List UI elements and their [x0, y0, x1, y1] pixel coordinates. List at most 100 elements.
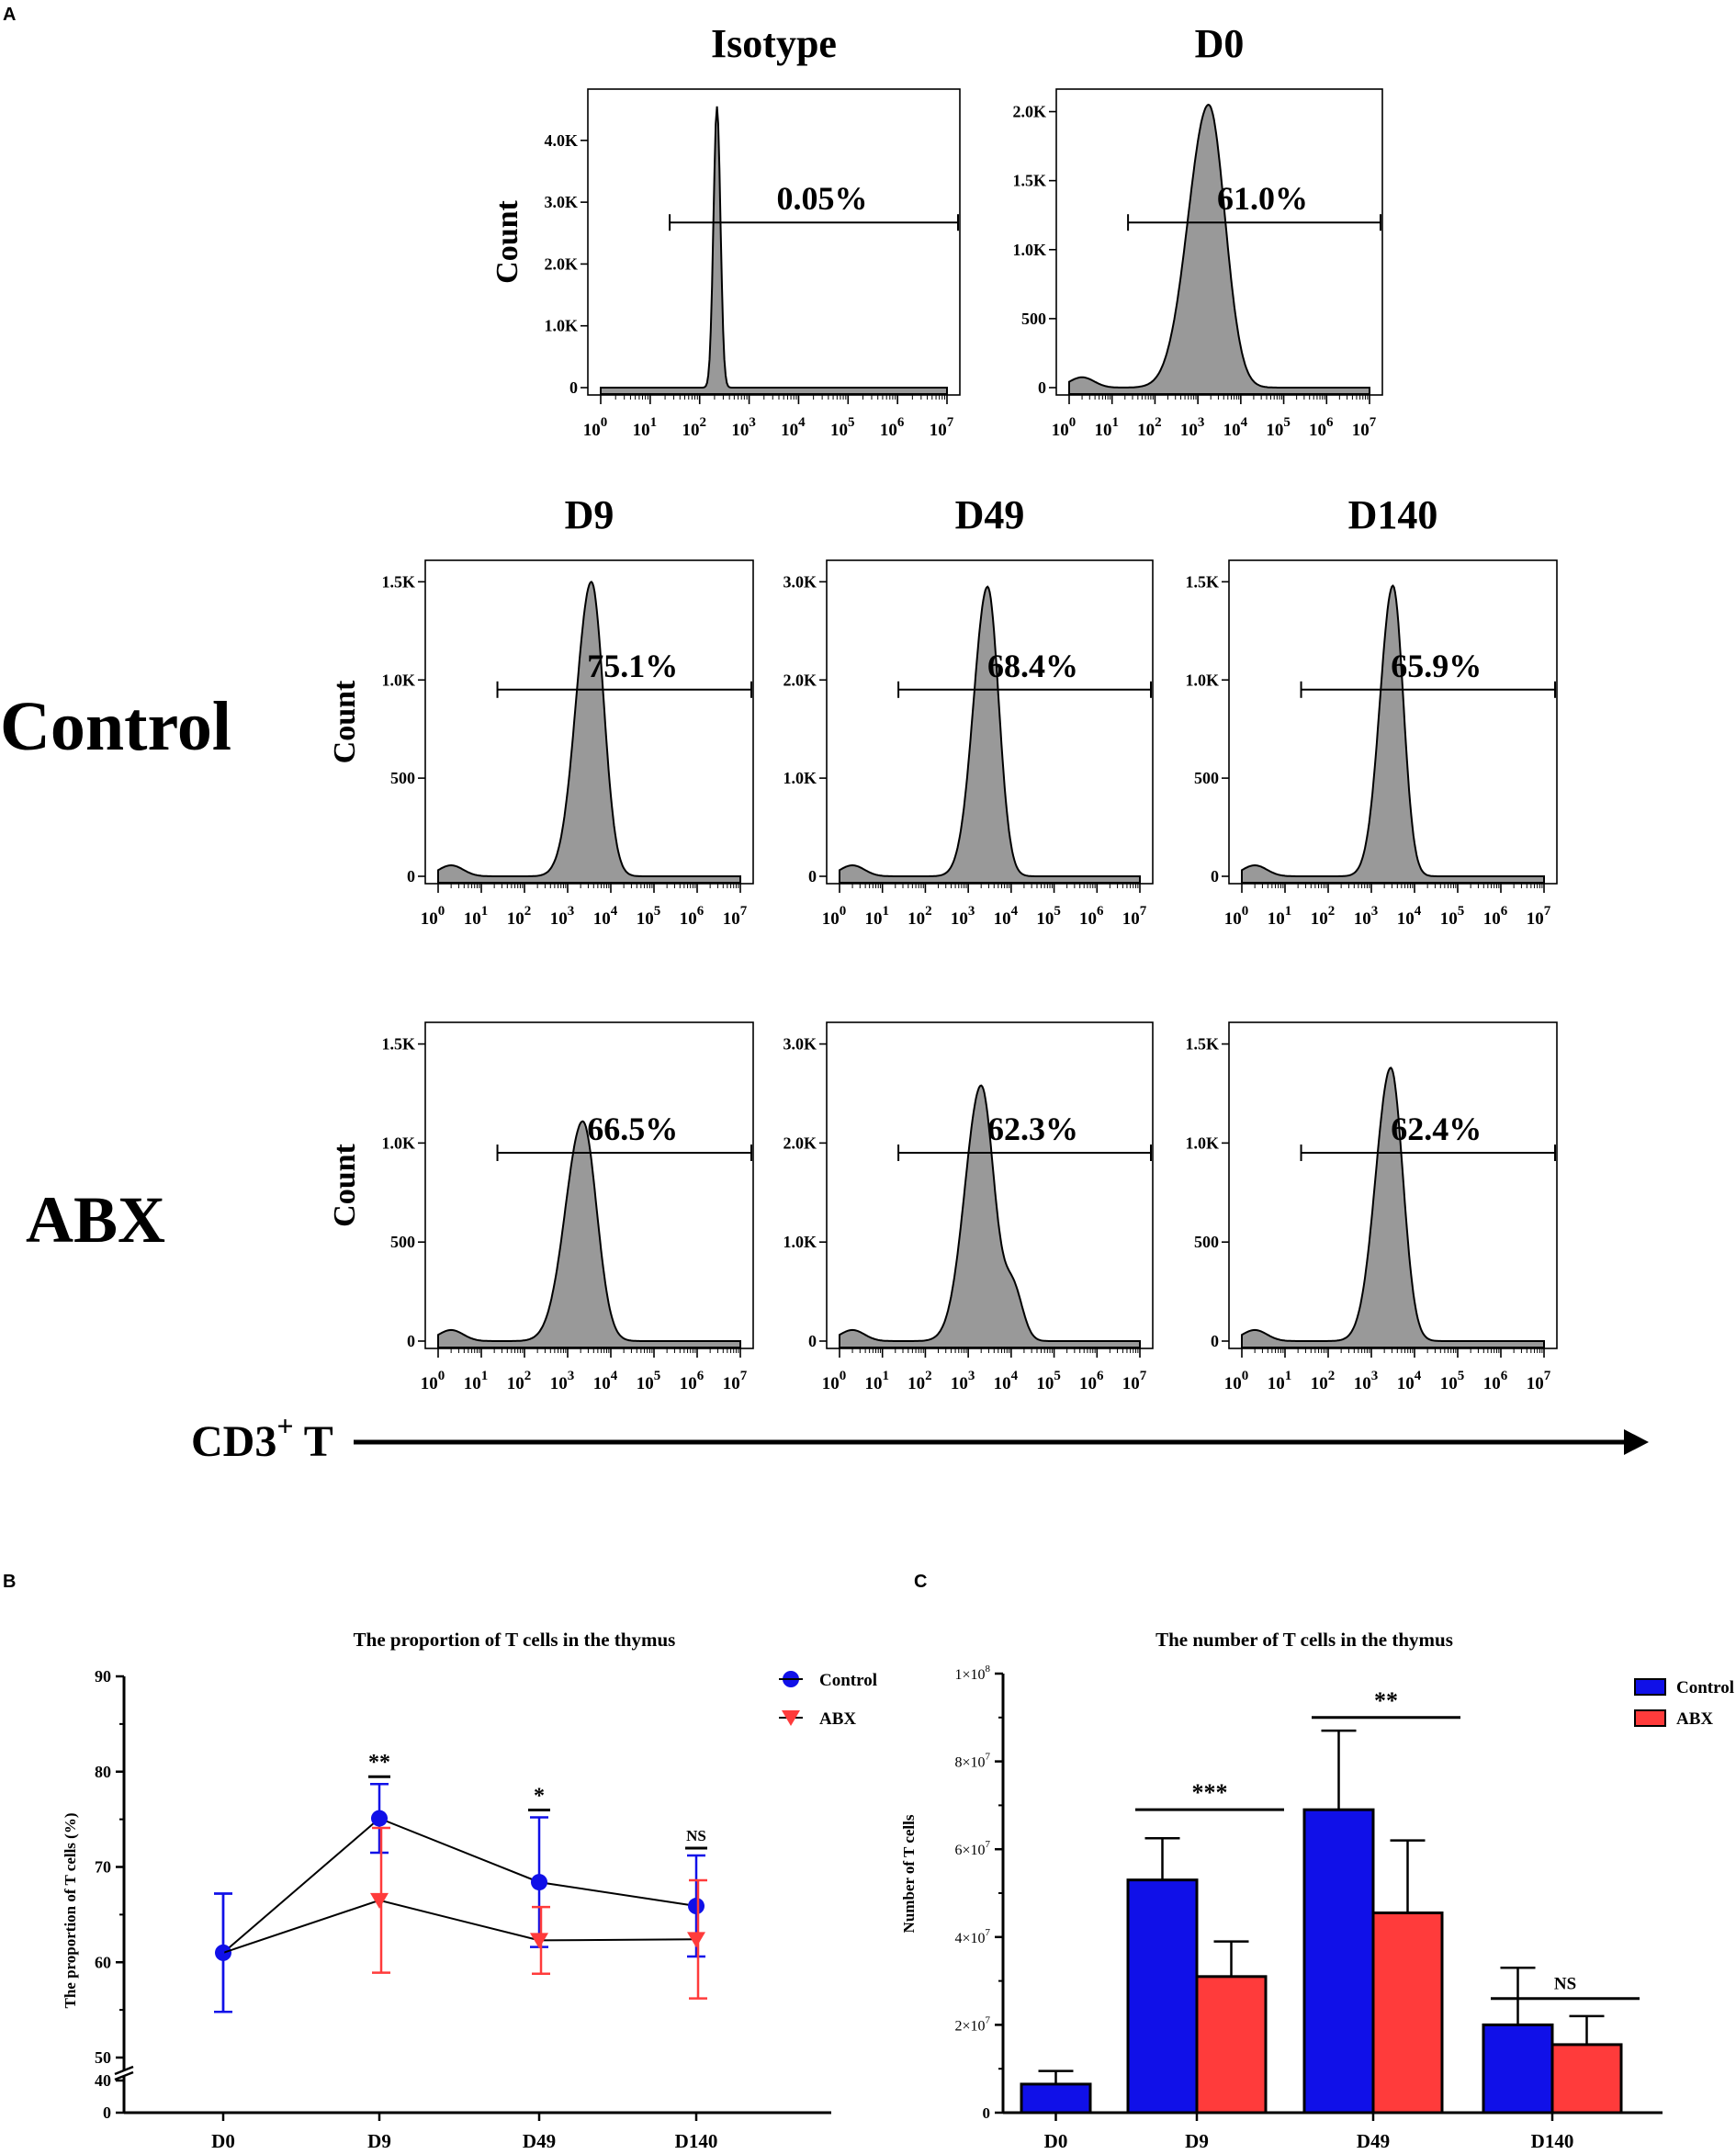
- bar-xtick-label: D9: [1185, 2130, 1209, 2152]
- histogram-xtick-label: 101: [1268, 1369, 1292, 1393]
- line-ytick-label: 0: [103, 2103, 111, 2122]
- histogram-ytick-label: 0: [407, 867, 415, 885]
- xtick-exponent: 3: [968, 904, 975, 919]
- histogram-xtick-label: 102: [907, 1369, 932, 1393]
- ytick-exponent: 8: [986, 1663, 991, 1675]
- histogram-xtick-label: 103: [550, 904, 575, 929]
- xtick-base: 10: [1223, 421, 1241, 440]
- xtick-base: 10: [507, 909, 524, 929]
- xtick-exponent: 2: [1328, 904, 1336, 919]
- xtick-base: 10: [593, 909, 611, 929]
- histogram-curve: [1241, 584, 1545, 884]
- histogram-xtick-label: 106: [1483, 904, 1508, 929]
- series-line-abx: [222, 1899, 697, 1954]
- xtick-base: 10: [994, 909, 1011, 929]
- xtick-exponent: 4: [1415, 1369, 1422, 1383]
- histogram-ytick-label: 4.0K: [544, 131, 578, 150]
- gate-percentage: 68.4%: [987, 648, 1078, 684]
- xtick-exponent: 7: [1370, 415, 1377, 430]
- bar-legend-label-control: Control: [1676, 1678, 1734, 1697]
- histogram-curve: [839, 585, 1141, 884]
- histogram-xtick-label: 103: [951, 904, 975, 929]
- legend-marker-abx: [782, 1710, 800, 1726]
- histogram-xtick-label: 102: [1311, 1369, 1336, 1393]
- bar-legend-label-abx: ABX: [1676, 1709, 1713, 1729]
- bar-xtick-label: D49: [1357, 2130, 1390, 2152]
- histogram-xtick-label: 100: [583, 415, 608, 440]
- line-xtick-label: D49: [523, 2130, 556, 2152]
- xtick-exponent: 5: [1054, 1369, 1061, 1383]
- xtick-base: 10: [1311, 1374, 1328, 1393]
- histogram-ytick-label: 0: [569, 378, 578, 397]
- xtick-base: 10: [1483, 909, 1501, 929]
- histogram-xtick-label: 104: [994, 904, 1019, 929]
- line-chart-title: The proportion of T cells in the thymus: [354, 1629, 676, 1651]
- xtick-exponent: 6: [1501, 1369, 1508, 1383]
- row-label-abx: ABX: [26, 1183, 165, 1257]
- xtick-base: 10: [1309, 421, 1326, 440]
- gate-percentage: 65.9%: [1391, 648, 1482, 684]
- xtick-base: 10: [1397, 1374, 1415, 1393]
- axis-break-mark: [114, 2070, 134, 2081]
- histogram-xtick-label: 104: [781, 415, 806, 440]
- xtick-base: 10: [822, 909, 840, 929]
- legend-label-abx: ABX: [819, 1709, 856, 1729]
- xtick-exponent: 2: [1328, 1369, 1336, 1383]
- significance-label: *: [534, 1785, 545, 1809]
- histogram-xtick-label: 106: [680, 904, 705, 929]
- histogram-ytick-label: 3.0K: [544, 193, 578, 211]
- histogram-xtick-label: 106: [1309, 415, 1334, 440]
- bar-control: [1020, 2082, 1092, 2115]
- bar-xtick-label: D0: [1044, 2130, 1068, 2152]
- xtick-exponent: 7: [1140, 1369, 1147, 1383]
- histogram-xtick-label: 106: [680, 1369, 705, 1393]
- bar-control: [1302, 1808, 1375, 2115]
- bar-legend-swatch-abx: [1634, 1709, 1666, 1727]
- xtick-exponent: 5: [1283, 415, 1291, 430]
- xtick-exponent: 7: [947, 415, 954, 430]
- histogram-xtick-label: 101: [464, 1369, 489, 1393]
- histogram-xtick-label: 100: [1052, 415, 1077, 440]
- xtick-base: 10: [637, 1374, 654, 1393]
- histogram-title: D140: [1348, 492, 1438, 537]
- xtick-base: 10: [1527, 1374, 1544, 1393]
- cd3-label-suffix: T: [294, 1417, 333, 1466]
- xtick-base: 10: [1036, 909, 1054, 929]
- panel-label-b: B: [3, 1572, 16, 1592]
- line-chart-ylabel: The proportion of T cells (%): [62, 1813, 79, 2009]
- histogram-ytick-label: 0: [1211, 1332, 1219, 1350]
- histogram-ytick-label: 1.0K: [381, 671, 415, 689]
- cd3-arrow-head: [1624, 1429, 1649, 1455]
- xtick-base: 10: [1079, 909, 1097, 929]
- legend-label-control: Control: [819, 1671, 877, 1690]
- xtick-exponent: 0: [601, 415, 608, 430]
- histogram-xtick-label: 101: [464, 904, 489, 929]
- xtick-exponent: 0: [1242, 1369, 1249, 1383]
- xtick-exponent: 7: [1140, 904, 1147, 919]
- xtick-exponent: 3: [568, 904, 575, 919]
- xtick-exponent: 0: [1242, 904, 1249, 919]
- line-xtick-label: D140: [675, 2130, 718, 2152]
- xtick-base: 10: [1440, 1374, 1458, 1393]
- bar-xtick-label: D140: [1531, 2130, 1574, 2152]
- xtick-base: 10: [1268, 1374, 1285, 1393]
- xtick-exponent: 5: [848, 415, 855, 430]
- xtick-base: 10: [1440, 909, 1458, 929]
- xtick-exponent: 6: [697, 1369, 705, 1383]
- xtick-exponent: 4: [798, 415, 806, 430]
- significance-label: **: [368, 1751, 390, 1775]
- point-abx: [370, 1892, 389, 1909]
- bar-ytick-label: 6×107: [954, 1839, 990, 1858]
- histogram-xtick-label: 104: [593, 904, 618, 929]
- histogram-ylabel: Count: [328, 1143, 362, 1226]
- xtick-base: 10: [1354, 909, 1371, 929]
- xtick-base: 10: [907, 909, 925, 929]
- histogram-xtick-label: 103: [951, 1369, 975, 1393]
- histogram-title: Isotype: [711, 21, 837, 66]
- histogram-title: D0: [1195, 21, 1245, 66]
- xtick-exponent: 2: [925, 904, 932, 919]
- xtick-base: 10: [464, 1374, 481, 1393]
- histogram-xtick-label: 100: [421, 904, 445, 929]
